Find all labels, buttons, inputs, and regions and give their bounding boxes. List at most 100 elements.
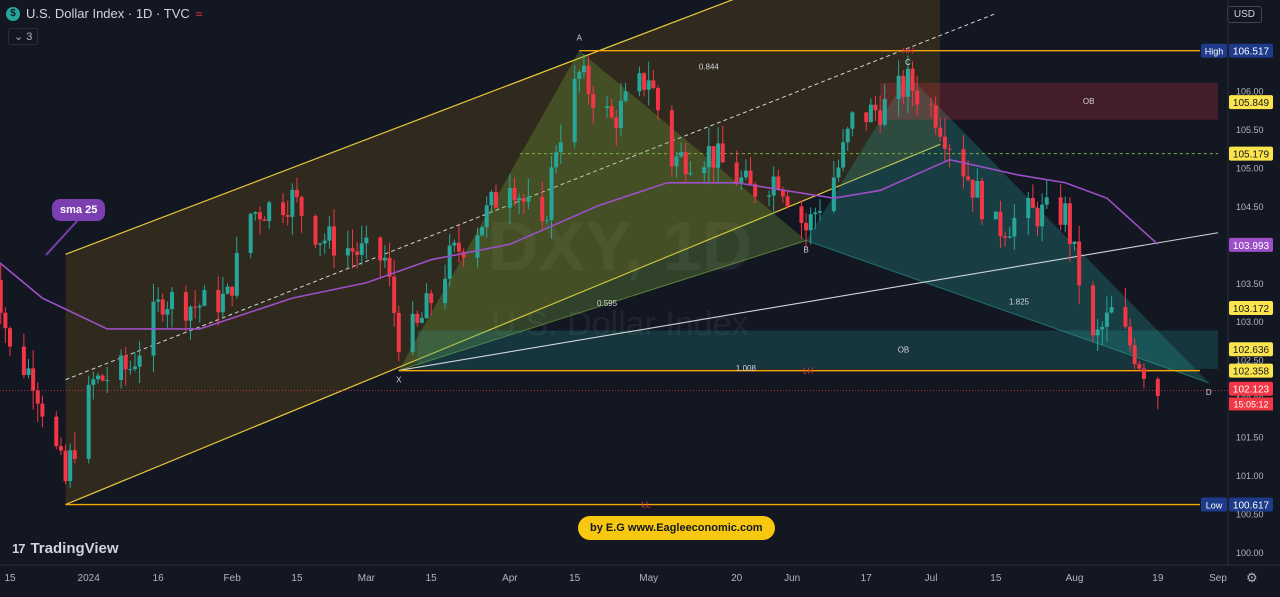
price-tag [1229, 43, 1273, 58]
candle-body [484, 205, 489, 228]
price-tag-label: 102.123 [1233, 385, 1270, 396]
candle-body [669, 110, 674, 167]
candle-body [1067, 203, 1072, 244]
channel-mid-line [65, 13, 997, 381]
x-tick-label: 16 [153, 573, 165, 584]
candle-body [95, 375, 100, 380]
candle-body [554, 152, 559, 168]
pattern-point-C: C [905, 58, 911, 67]
candle-body [68, 450, 73, 482]
candle-body [558, 142, 563, 153]
candle-body [586, 65, 591, 94]
candle-body [193, 306, 198, 308]
candle-body [410, 313, 415, 353]
candle-body [216, 289, 221, 313]
price-tag-label: 105.179 [1233, 150, 1270, 161]
mark-HH: HH [902, 46, 914, 55]
candle-body [183, 292, 188, 321]
candle-body [1044, 197, 1049, 205]
candle-body [1123, 307, 1128, 327]
candle-body [753, 184, 758, 197]
candle-body [720, 143, 725, 163]
symbol-icon: $ [6, 6, 20, 21]
order-block-label-1: OB [898, 346, 910, 355]
sma-label-pointer [45, 219, 79, 256]
candle-body [248, 213, 253, 253]
brand-name: TradingView [30, 540, 119, 557]
y-tick-label: 105.50 [1236, 125, 1264, 135]
chart-title[interactable]: U.S. Dollar Index · 1D · TVC [26, 6, 190, 21]
candle-body [1007, 236, 1012, 238]
candle-body [614, 117, 619, 128]
author-banner[interactable]: by E.G www.Eagleeconomic.com [578, 516, 775, 540]
candle-body [331, 226, 336, 256]
candle-body [549, 167, 554, 221]
x-tick-label: 15 [426, 573, 438, 584]
candle-body [63, 450, 68, 482]
candle-body [294, 189, 299, 198]
candle-body [327, 226, 332, 241]
candle-body [54, 416, 59, 447]
candle-body [947, 148, 952, 150]
candle-body [688, 173, 693, 175]
candle-body [526, 196, 531, 202]
candle-body [507, 187, 512, 208]
x-tick-label: 20 [731, 573, 743, 584]
indicators-toggle[interactable]: ⌄ 3 [8, 28, 39, 45]
candle-body [618, 100, 623, 128]
candle-body [489, 191, 494, 206]
candle-body [780, 189, 785, 197]
candle-body [915, 90, 920, 105]
x-tick-label: Aug [1066, 573, 1084, 584]
x-tick-label: Feb [224, 573, 242, 584]
y-tick-label: 106.00 [1236, 86, 1264, 96]
candle-body [776, 176, 781, 190]
candle-body [165, 309, 170, 315]
candle-body [1155, 378, 1160, 397]
level-side-label: Low [1206, 501, 1223, 511]
candle-body [1063, 203, 1068, 225]
pattern-bcd [806, 75, 1209, 383]
candle-body [512, 187, 517, 201]
countdown-label: 15:05:12 [1233, 399, 1268, 409]
candle-body [831, 177, 836, 212]
y-tick-label: 101.50 [1236, 433, 1264, 443]
tradingview-brand[interactable]: 17 TradingView [12, 540, 119, 557]
price-tag-label: 103.172 [1233, 304, 1270, 315]
settings-gear-icon[interactable]: ⚙ [1246, 570, 1258, 585]
currency-selector[interactable]: USD [1226, 6, 1262, 23]
x-tick-label: Jul [925, 573, 938, 584]
candle-body [156, 299, 161, 302]
candle-body [521, 198, 526, 202]
candle-body [540, 196, 545, 222]
ratio-label-3: 1.008 [736, 364, 757, 373]
candle-body [910, 68, 915, 91]
candle-body [975, 180, 980, 198]
candle-body [1003, 236, 1008, 238]
candle-body [188, 306, 193, 321]
candle-body [1030, 197, 1035, 208]
candle-body [1109, 307, 1114, 313]
candle-body [1012, 217, 1017, 237]
price-tag [1229, 237, 1273, 252]
candle-body [706, 146, 711, 168]
ratio-label-2: 1.825 [1009, 297, 1030, 306]
x-tick-label: Apr [502, 573, 518, 584]
order-block-1 [417, 330, 1218, 369]
price-tag-label: 100.617 [1233, 501, 1270, 512]
x-tick-label: May [639, 573, 658, 584]
candle-body [767, 195, 772, 197]
candle-body [1100, 326, 1105, 330]
candle-body [591, 93, 596, 108]
price-tag [1229, 146, 1273, 161]
candle-body [429, 293, 434, 304]
price-tag-label: 103.993 [1233, 241, 1270, 252]
candle-body [646, 80, 651, 90]
level-text-1: LL [642, 501, 651, 510]
candle-body [850, 112, 855, 129]
candle-body [544, 220, 549, 222]
candle-body [845, 128, 850, 143]
channel-lower-line [65, 143, 941, 506]
candle-body [382, 257, 387, 261]
